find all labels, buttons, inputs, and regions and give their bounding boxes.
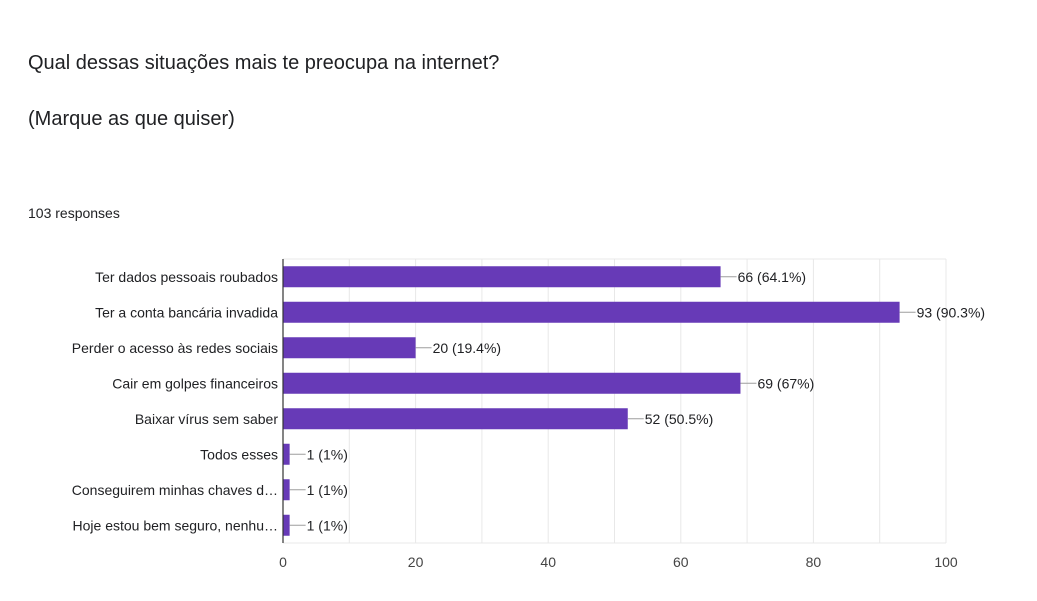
- data-label: 20 (19.4%): [433, 340, 501, 356]
- category-label: Baixar vírus sem saber: [135, 411, 278, 427]
- bar: [283, 266, 721, 288]
- x-tick-label: 20: [408, 554, 424, 570]
- x-tick-label: 60: [673, 554, 689, 570]
- category-label: Hoje estou bem seguro, nenhu…: [73, 517, 278, 533]
- data-label: 1 (1%): [307, 446, 348, 462]
- bar: [283, 372, 741, 394]
- x-tick-label: 80: [806, 554, 822, 570]
- category-label: Perder o acesso às redes sociais: [72, 340, 278, 356]
- category-label: Todos esses: [200, 446, 278, 462]
- data-label: 52 (50.5%): [645, 411, 713, 427]
- bar: [283, 301, 900, 323]
- data-label: 93 (90.3%): [917, 304, 985, 320]
- data-label: 1 (1%): [307, 517, 348, 533]
- bar: [283, 408, 628, 430]
- category-label: Conseguirem minhas chaves d…: [72, 482, 278, 498]
- response-count: 103 responses: [28, 205, 120, 221]
- data-label: 66 (64.1%): [738, 269, 806, 285]
- labels: 0 20 40 60 80 100 Ter dados pessoais roubados 6…: [72, 269, 985, 570]
- category-label: Ter a conta bancária invadida: [95, 304, 278, 320]
- bar: [283, 337, 416, 359]
- bar: [283, 443, 290, 465]
- x-tick-label: 0: [279, 554, 287, 570]
- x-tick-label: 100: [934, 554, 958, 570]
- grid-lines: [283, 258, 947, 544]
- data-label: 69 (67%): [757, 375, 814, 391]
- bar: [283, 514, 290, 536]
- category-label: Cair em golpes financeiros: [112, 375, 278, 391]
- question-hint: (Marque as que quiser): [28, 108, 235, 130]
- bars: [283, 266, 900, 536]
- question-title: Qual dessas situações mais te preocupa n…: [28, 52, 500, 74]
- data-label: 1 (1%): [307, 482, 348, 498]
- category-label: Ter dados pessoais roubados: [95, 269, 278, 285]
- bar: [283, 479, 290, 501]
- x-tick-label: 40: [540, 554, 556, 570]
